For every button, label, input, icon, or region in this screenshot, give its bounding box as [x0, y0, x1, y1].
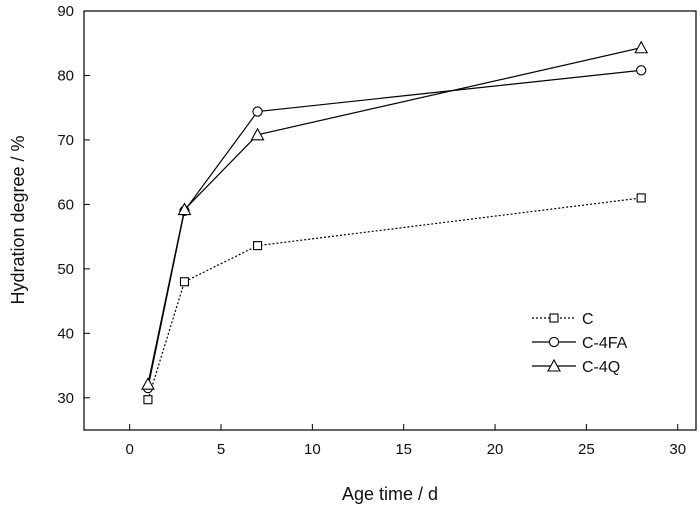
legend-label: C-4FA — [582, 335, 628, 352]
y-axis-ticks: 30 40 50 60 70 80 90 — [57, 3, 90, 407]
x-tick-label: 5 — [217, 441, 225, 458]
data-point — [634, 40, 649, 54]
plot-frame — [83, 10, 697, 431]
y-tick-label: 70 — [57, 132, 74, 149]
data-point — [143, 395, 153, 405]
data-point — [179, 277, 190, 287]
legend-label: C — [582, 311, 594, 328]
data-point — [253, 241, 263, 251]
y-tick-label: 60 — [57, 196, 74, 213]
series-line — [147, 47, 642, 385]
y-tick-label: 80 — [57, 67, 74, 84]
series-layer — [141, 40, 649, 405]
y-axis-title: Hydration degree / % — [8, 135, 28, 304]
x-tick-label: 20 — [487, 441, 504, 458]
legend-entry: C-4Q — [532, 358, 620, 376]
series-line — [147, 197, 642, 400]
x-axis-ticks: 0 5 10 15 20 25 30 — [125, 424, 686, 458]
legend-marker — [547, 358, 561, 372]
legend-entry: C — [532, 311, 594, 328]
data-point — [636, 193, 646, 203]
data-point — [636, 65, 647, 76]
legend-marker — [548, 336, 560, 348]
legend: C C-4FA C-4Q — [532, 311, 628, 376]
x-tick-label: 0 — [125, 441, 133, 458]
x-tick-label: 10 — [304, 441, 321, 458]
y-tick-label: 30 — [57, 390, 74, 407]
y-tick-label: 50 — [57, 261, 74, 278]
legend-label: C-4Q — [582, 359, 620, 376]
y-tick-label: 90 — [57, 3, 74, 20]
x-tick-label: 25 — [578, 441, 595, 458]
data-point — [252, 106, 263, 117]
data-point — [250, 127, 265, 141]
series-c — [143, 193, 646, 405]
legend-entry: C-4FA — [532, 335, 628, 352]
data-point — [141, 377, 155, 390]
x-tick-label: 30 — [669, 441, 686, 458]
x-tick-label: 15 — [395, 441, 412, 458]
legend-marker — [549, 313, 559, 323]
y-tick-label: 40 — [57, 325, 74, 342]
x-axis-title: Age time / d — [342, 484, 438, 504]
data-point — [177, 202, 192, 216]
series-c-4q — [141, 40, 649, 390]
